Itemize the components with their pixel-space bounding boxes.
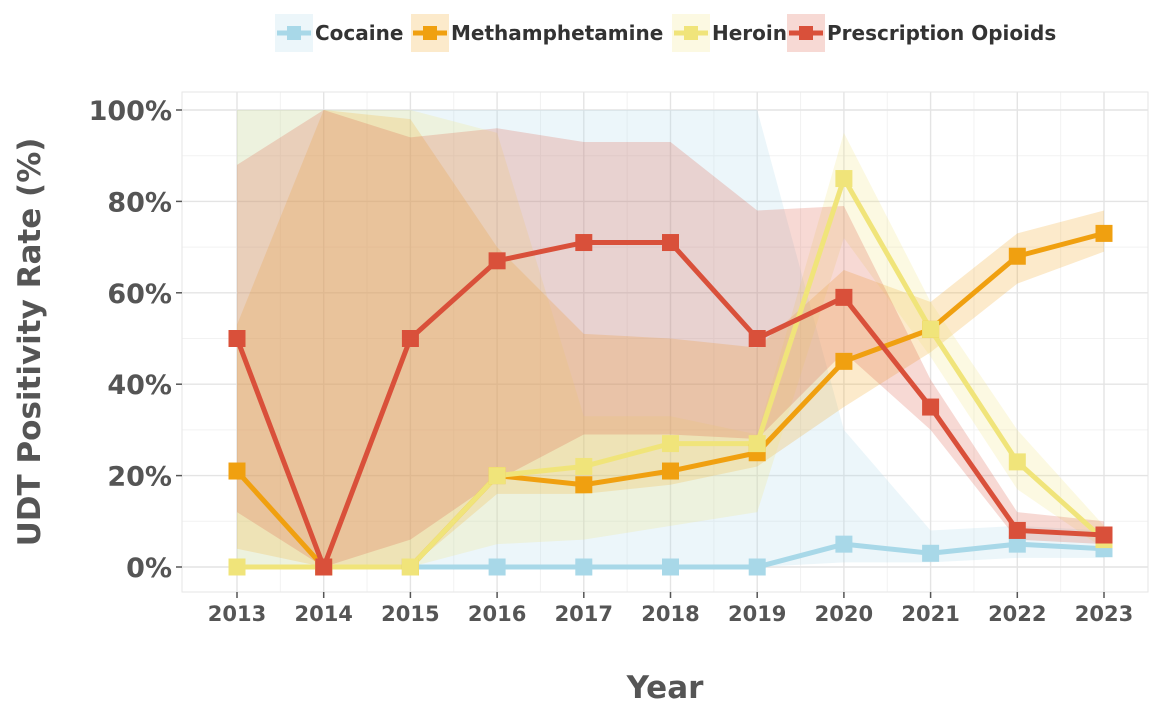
data-point xyxy=(835,288,853,306)
x-tick-label: 2015 xyxy=(381,602,439,626)
data-point xyxy=(401,558,419,576)
plot-area xyxy=(181,91,1149,593)
data-point xyxy=(748,558,766,576)
y-tick-label: 100% xyxy=(89,96,172,127)
data-point xyxy=(1095,224,1113,242)
y-axis-ticks: 0% 20% 40% 60% 80% 100% xyxy=(89,96,182,584)
data-point xyxy=(575,476,593,494)
data-point xyxy=(1008,247,1026,265)
legend-key-marker xyxy=(423,26,437,40)
grid-minor xyxy=(182,92,1148,592)
legend-key-marker xyxy=(684,26,698,40)
data-point xyxy=(662,462,679,480)
legend-label: Heroin xyxy=(712,21,787,45)
data-point xyxy=(922,320,940,338)
x-tick-label: 2013 xyxy=(208,602,266,626)
legend-item: Prescription Opioids xyxy=(787,14,1056,52)
x-tick-label: 2022 xyxy=(988,602,1046,626)
y-tick-label: 80% xyxy=(107,187,172,218)
data-point xyxy=(1008,521,1026,539)
data-point xyxy=(835,352,853,370)
legend-label: Cocaine xyxy=(315,21,403,45)
data-point xyxy=(1008,535,1026,553)
plot-border xyxy=(181,91,1149,593)
confidence-band xyxy=(237,110,1104,567)
data-point xyxy=(488,467,506,485)
confidence-bands xyxy=(237,110,1104,567)
x-tick-label: 2020 xyxy=(815,602,873,626)
data-point xyxy=(662,234,679,252)
confidence-band xyxy=(237,110,1104,567)
x-tick-label: 2021 xyxy=(901,602,959,626)
legend-item: Heroin xyxy=(672,14,787,52)
data-point xyxy=(315,558,333,576)
data-point xyxy=(922,398,940,416)
x-axis-ticks: 2013 2014 2015 2016 2017 2018 2019 2020 2021 2022… xyxy=(208,592,1133,626)
legend: Cocaine Methamphetamine Heroin Prescription… xyxy=(275,14,1056,52)
legend-key-marker xyxy=(799,26,813,40)
data-point xyxy=(488,558,506,576)
legend-label: Prescription Opioids xyxy=(827,21,1056,45)
data-point xyxy=(228,330,246,347)
confidence-band xyxy=(237,110,1104,567)
legend-label: Methamphetamine xyxy=(451,21,663,45)
series-points xyxy=(228,170,1113,576)
data-point xyxy=(488,252,506,270)
data-point xyxy=(401,330,419,347)
data-point xyxy=(575,558,593,576)
data-point xyxy=(835,170,853,188)
data-point xyxy=(228,462,246,480)
data-point xyxy=(835,535,853,553)
data-point xyxy=(748,330,766,347)
grid-major xyxy=(182,92,1148,592)
x-tick-label: 2014 xyxy=(294,602,352,626)
y-axis-title: UDT Positivity Rate (%) xyxy=(12,138,48,547)
data-point xyxy=(748,435,766,453)
y-tick-label: 20% xyxy=(107,462,172,493)
y-tick-label: 40% xyxy=(107,370,172,401)
legend-item: Methamphetamine xyxy=(411,14,663,52)
data-point xyxy=(1008,453,1026,471)
data-point xyxy=(662,558,679,576)
y-tick-label: 0% xyxy=(126,553,172,584)
confidence-band xyxy=(237,110,1104,567)
x-tick-label: 2019 xyxy=(728,602,786,626)
x-tick-label: 2018 xyxy=(641,602,699,626)
legend-item: Cocaine xyxy=(275,14,403,52)
x-tick-label: 2016 xyxy=(468,602,526,626)
legend-key-marker xyxy=(287,26,301,40)
plot-background xyxy=(182,92,1148,592)
data-point xyxy=(662,435,679,453)
x-tick-label: 2017 xyxy=(555,602,613,626)
data-point xyxy=(575,457,593,475)
x-axis-title: Year xyxy=(626,670,705,702)
data-point xyxy=(922,544,940,562)
data-point xyxy=(575,234,593,252)
x-tick-label: 2023 xyxy=(1075,602,1133,626)
y-tick-label: 60% xyxy=(107,279,172,310)
data-point xyxy=(228,558,246,576)
data-point xyxy=(1095,526,1113,544)
